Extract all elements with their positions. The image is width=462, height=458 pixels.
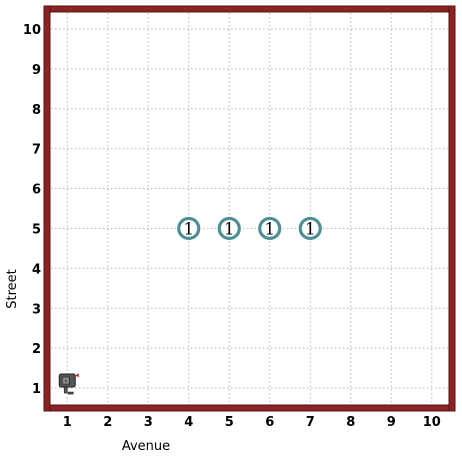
robot: ‹ (58, 373, 80, 395)
robot-icon: ‹ (58, 373, 80, 395)
beeper-ring (298, 216, 322, 241)
robot-antenna (75, 373, 80, 378)
y-axis-label: Street (5, 269, 20, 309)
robot-leg (63, 386, 68, 394)
x-tick-label: 4 (184, 415, 193, 430)
x-tick-label: 7 (306, 415, 315, 430)
axis-ticks: 1 2 3 4 5 6 7 8 9 10 1 2 3 4 5 6 7 8 9 10 (23, 23, 441, 430)
beeper-count: 1 (183, 219, 194, 239)
robot-foot (67, 391, 74, 395)
y-tick-label: 3 (32, 302, 41, 317)
x-tick-label: 8 (346, 415, 355, 430)
y-tick-label: 9 (32, 63, 41, 78)
y-tick-label: 4 (32, 262, 41, 277)
x-tick-label: 3 (144, 415, 153, 430)
x-tick-label: 10 (423, 415, 441, 430)
grid (51, 13, 448, 404)
beeper: 1 (177, 216, 201, 241)
beepers: 1 1 1 1 (177, 216, 322, 241)
wall-bottom (43, 404, 456, 412)
wall-left (43, 5, 51, 412)
wall-top (43, 5, 456, 13)
y-tick-label: 5 (32, 222, 41, 237)
robot-face (61, 376, 70, 385)
x-tick-label: 5 (225, 415, 234, 430)
wall-right (448, 5, 456, 412)
y-tick-label: 2 (32, 342, 41, 357)
beeper-count: 1 (264, 219, 275, 239)
beeper: 1 (217, 216, 241, 241)
x-tick-label: 9 (387, 415, 396, 430)
boundary-walls (43, 5, 456, 412)
x-tick-label: 2 (103, 415, 112, 430)
x-axis-label: Avenue (122, 439, 170, 454)
y-tick-label: 6 (32, 183, 41, 198)
beeper-count: 1 (305, 219, 316, 239)
x-tick-label: 1 (63, 415, 72, 430)
beeper-ring (258, 216, 282, 241)
beeper: 1 (258, 216, 282, 241)
beeper-ring (217, 216, 241, 241)
beeper-count: 1 (224, 219, 235, 239)
y-tick-label: 7 (32, 143, 41, 158)
beeper: 1 (298, 216, 322, 241)
y-tick-label: 10 (23, 23, 41, 38)
y-tick-label: 1 (32, 382, 41, 397)
y-tick-label: 8 (32, 103, 41, 118)
robot-direction-icon: ‹ (64, 377, 67, 385)
beeper-ring (177, 216, 201, 241)
x-tick-label: 6 (265, 415, 274, 430)
